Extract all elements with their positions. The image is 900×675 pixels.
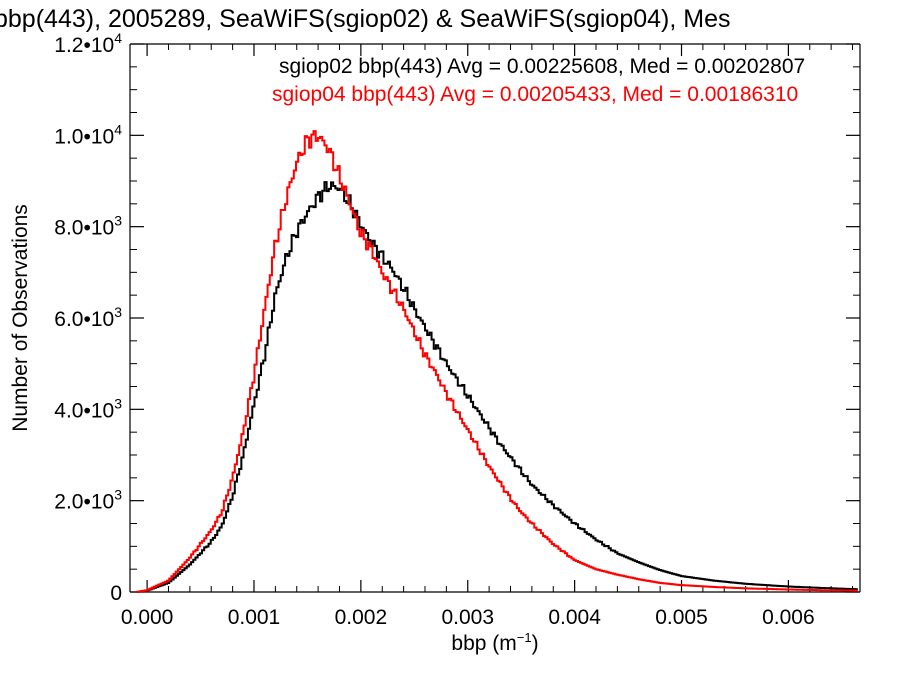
- x-tick-label: 0.003: [441, 606, 494, 629]
- x-tick-label: 0.006: [762, 606, 815, 629]
- y-tick-label: 4.0•103: [54, 395, 122, 422]
- x-tick-label: 0.004: [548, 606, 601, 629]
- x-tick-label: 0.005: [655, 606, 708, 629]
- series-sgiop04-histogram: [136, 130, 858, 593]
- legend-entry-sgiop02: sgiop02 bbp(443) Avg = 0.00225608, Med =…: [279, 55, 805, 78]
- y-tick-label-base: 8.0•10: [54, 217, 114, 240]
- chart-title: bbp(443), 2005289, SeaWiFS(sgiop02) & Se…: [0, 5, 730, 33]
- x-tick-label: 0.002: [335, 606, 388, 629]
- x-axis-label-sup: −1: [517, 630, 532, 645]
- x-axis-ticks: 0.000 0.001 0.002 0.003 0.004 0.005 0.006: [121, 44, 854, 629]
- y-tick-label-exponent: 3: [114, 213, 122, 229]
- y-axis-label: Number of Observations: [9, 204, 32, 432]
- x-tick-label: 0.001: [228, 606, 281, 629]
- x-axis-label-suffix: ): [532, 632, 539, 655]
- y-tick-label: 2.0•103: [54, 487, 122, 514]
- y-tick-label-base: 4.0•10: [54, 399, 114, 422]
- series-layer: [136, 130, 858, 593]
- y-tick-label: 8.0•103: [54, 213, 122, 240]
- legend-entry-sgiop04: sgiop04 bbp(443) Avg = 0.00205433, Med =…: [272, 83, 798, 106]
- series-sgiop02-histogram: [136, 181, 858, 593]
- y-tick-label-base: 1.0•10: [54, 125, 114, 148]
- y-tick-label: 6.0•103: [54, 304, 122, 331]
- y-tick-label-exponent: 4: [114, 121, 122, 137]
- x-tick-label: 0.000: [121, 606, 174, 629]
- y-tick-label-exponent: 3: [114, 395, 122, 411]
- y-tick-label-exponent: 4: [114, 30, 122, 46]
- y-tick-label: 1.2•104: [54, 30, 122, 57]
- y-tick-label-exponent: 3: [114, 487, 122, 503]
- x-axis-label-text: bbp (m: [451, 632, 516, 655]
- y-tick-label-exponent: 3: [114, 304, 122, 320]
- y-tick-label-base: 0: [110, 582, 122, 605]
- y-tick-label-base: 2.0•10: [54, 491, 114, 514]
- y-tick-label-base: 6.0•10: [54, 308, 114, 331]
- x-axis-label: bbp (m−1): [451, 630, 538, 655]
- y-tick-label: 1.0•104: [54, 121, 122, 148]
- y-tick-label-base: 1.2•10: [54, 34, 114, 57]
- y-tick-label: 0: [110, 582, 122, 605]
- y-axis-ticks: 02.0•1034.0•1036.0•1038.0•1031.0•1041.2•…: [54, 30, 860, 605]
